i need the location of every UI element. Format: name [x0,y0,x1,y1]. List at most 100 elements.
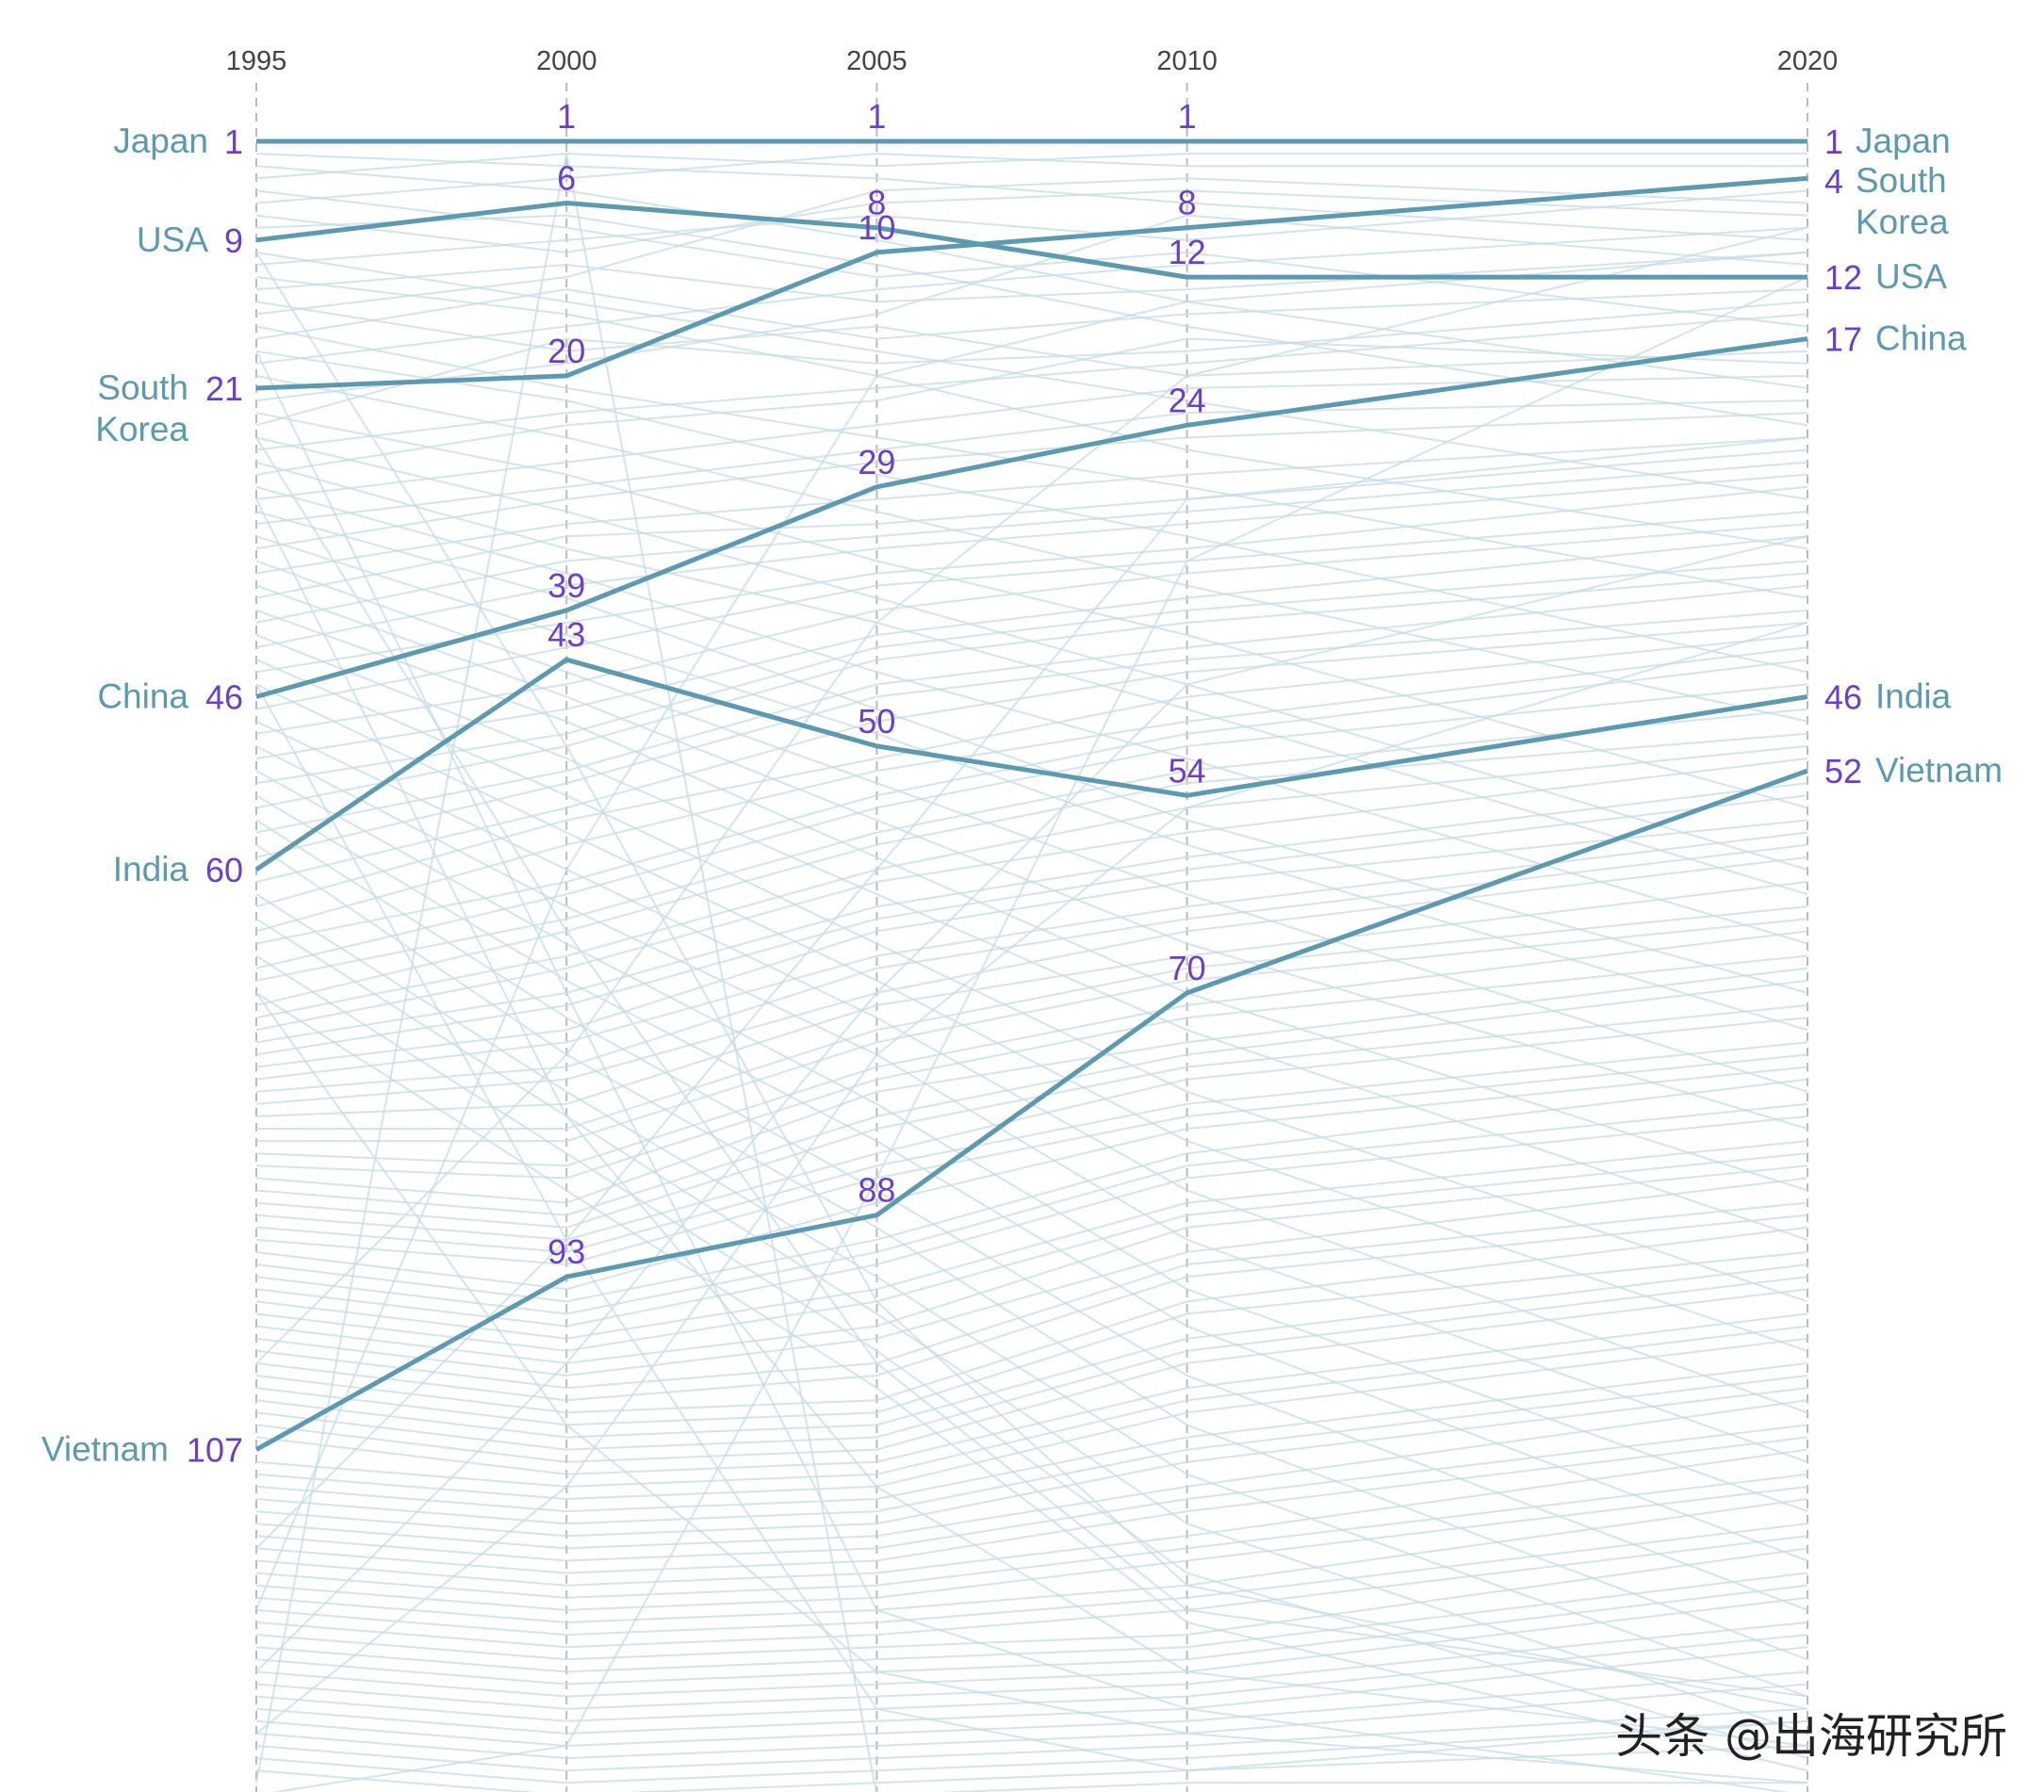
background-line-128 [270,276,1808,1792]
background-line-68 [255,782,1808,1044]
left-rank-japan: 1 [224,122,243,161]
background-line-20 [255,301,1808,427]
background-line-67 [255,758,1808,1032]
left-name-south-korea-line1: South [97,368,188,407]
background-line-127 [255,153,1807,1792]
background-line-25 [255,485,1808,945]
rank-label-vietnam-2005: 88 [858,1171,895,1210]
background-line-126 [255,1745,1808,1792]
left-name-south-korea-line2: Korea [95,410,188,448]
background-line-116 [255,1572,1808,1673]
background-line-110 [255,1473,1808,1599]
background-line-17 [255,374,1808,723]
background-line-6 [255,214,1808,427]
background-line-57 [255,634,1808,908]
background-line-14 [255,288,1808,340]
background-line-88 [255,1115,1808,1328]
background-line-58 [255,918,1808,1735]
background-line-83 [255,1041,1808,1254]
background-line-138 [255,621,1808,1735]
background-line-121 [255,1646,1808,1735]
background-line-139 [255,436,1808,1698]
left-name-japan: Japan [113,122,208,160]
background-line-72 [255,843,1808,1093]
background-line-108 [255,1436,1808,1574]
background-line-24 [255,337,1808,476]
right-name-south-korea-line2: Korea [1856,203,1949,241]
background-line-27 [255,511,1808,994]
background-line-19 [255,412,1808,809]
rank-label-china-2005: 29 [858,443,895,481]
year-tick-label-2020: 2020 [1777,46,1839,76]
background-line-114 [255,1535,1808,1649]
highlighted-country-lines [254,138,1808,1452]
background-line-22 [255,313,1808,451]
right-name-india: India [1875,677,1952,716]
background-line-129 [255,350,1791,1792]
background-line-16 [255,226,1808,365]
background-line-34 [255,448,1808,599]
background-line-79 [255,967,1808,1204]
background-line-30 [255,412,1808,550]
background-line-46 [255,535,1808,759]
background-line-8 [255,189,1808,266]
background-line-38 [255,473,1808,649]
left-name-china: China [97,677,188,716]
background-line-18 [255,214,1808,402]
background-line-29 [255,535,1808,1032]
background-line-15 [255,350,1808,674]
background-line-52 [255,584,1808,834]
year-tick-label-2000: 2000 [536,46,597,76]
right-name-japan: Japan [1856,122,1951,160]
background-line-122 [255,1670,1808,1748]
background-line-7 [255,251,1808,500]
rank-label-china-2010: 24 [1169,381,1206,419]
rank-label-usa-2000: 6 [557,159,576,198]
left-name-usa: USA [137,220,208,259]
background-line-118 [255,1596,1808,1698]
series-line-vietnam [254,768,1808,1452]
background-line-113 [255,1523,1808,1637]
left-rank-vietnam: 107 [187,1431,243,1470]
background-line-132 [255,436,1808,1550]
rank-label-china-2000: 39 [548,566,585,605]
background-line-96 [255,1251,1808,1426]
background-line-106 [255,1399,1808,1550]
rank-label-vietnam-2000: 93 [548,1232,585,1271]
background-line-56 [255,893,1808,1698]
background-line-111 [255,1485,1808,1611]
watermark-text: 头条 @出海研究所 [1615,1709,2007,1764]
left-rank-south-korea: 21 [205,369,243,408]
right-rank-south-korea: 4 [1824,162,1843,201]
rank-label-japan-2010: 1 [1178,97,1197,136]
background-line-109 [255,1448,1808,1587]
background-line-62 [255,683,1808,969]
background-line-95 [255,1226,1808,1414]
background-line-133 [255,252,1808,1710]
background-line-53 [255,843,1808,1661]
background-line-98 [255,1276,1808,1451]
background-line-32 [255,436,1808,575]
background-line-81 [255,1004,1808,1229]
background-line-103 [255,1361,1808,1513]
background-line-41 [255,683,1808,1352]
background-line-101 [255,1325,1808,1488]
right-name-china: China [1875,319,1967,358]
left-rank-usa: 9 [224,221,243,260]
rank-label-south-korea-2010: 8 [1178,184,1197,222]
background-line-61 [255,954,1808,1760]
background-line-4 [255,153,1807,204]
background-line-137 [255,992,1808,1784]
right-rank-japan: 1 [1824,122,1843,161]
background-line-99 [255,1288,1808,1463]
background-line-86 [255,1078,1808,1303]
background-line-134 [255,535,1808,1673]
background-line-51 [255,819,1808,1611]
right-rank-india: 46 [1824,678,1862,717]
background-line-33 [255,584,1808,1130]
background-line-42 [255,511,1808,710]
left-name-vietnam: Vietnam [41,1430,169,1469]
background-line-74 [255,881,1808,1117]
background-line-107 [255,1424,1808,1562]
